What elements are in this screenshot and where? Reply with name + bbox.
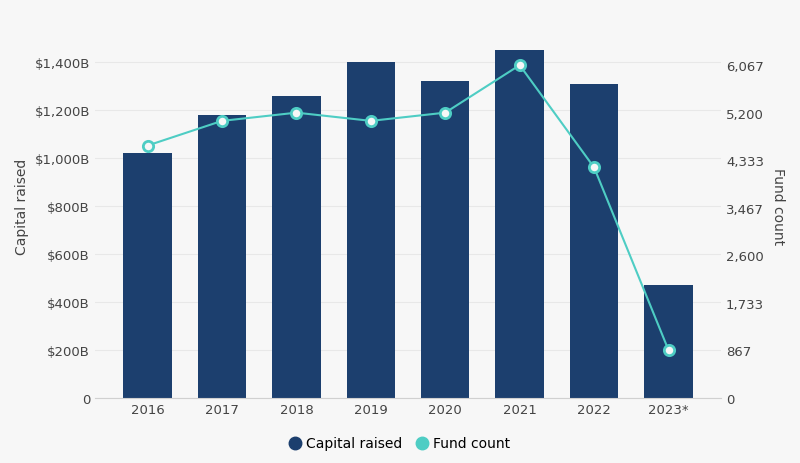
Bar xyxy=(346,63,395,398)
Legend: Capital raised, Fund count: Capital raised, Fund count xyxy=(284,431,516,456)
Y-axis label: Fund count: Fund count xyxy=(771,168,785,245)
Bar xyxy=(421,82,470,398)
Point xyxy=(588,164,601,172)
Point xyxy=(365,118,378,125)
Point xyxy=(514,63,526,70)
Bar xyxy=(570,84,618,398)
Point xyxy=(215,118,228,125)
Bar xyxy=(495,51,544,398)
Bar xyxy=(644,285,693,398)
Y-axis label: Capital raised: Capital raised xyxy=(15,158,29,254)
Point xyxy=(439,110,452,117)
Bar xyxy=(123,154,172,398)
Bar xyxy=(272,96,321,398)
Point xyxy=(290,110,303,117)
Point xyxy=(141,143,154,150)
Bar xyxy=(198,115,246,398)
Point xyxy=(662,347,675,354)
